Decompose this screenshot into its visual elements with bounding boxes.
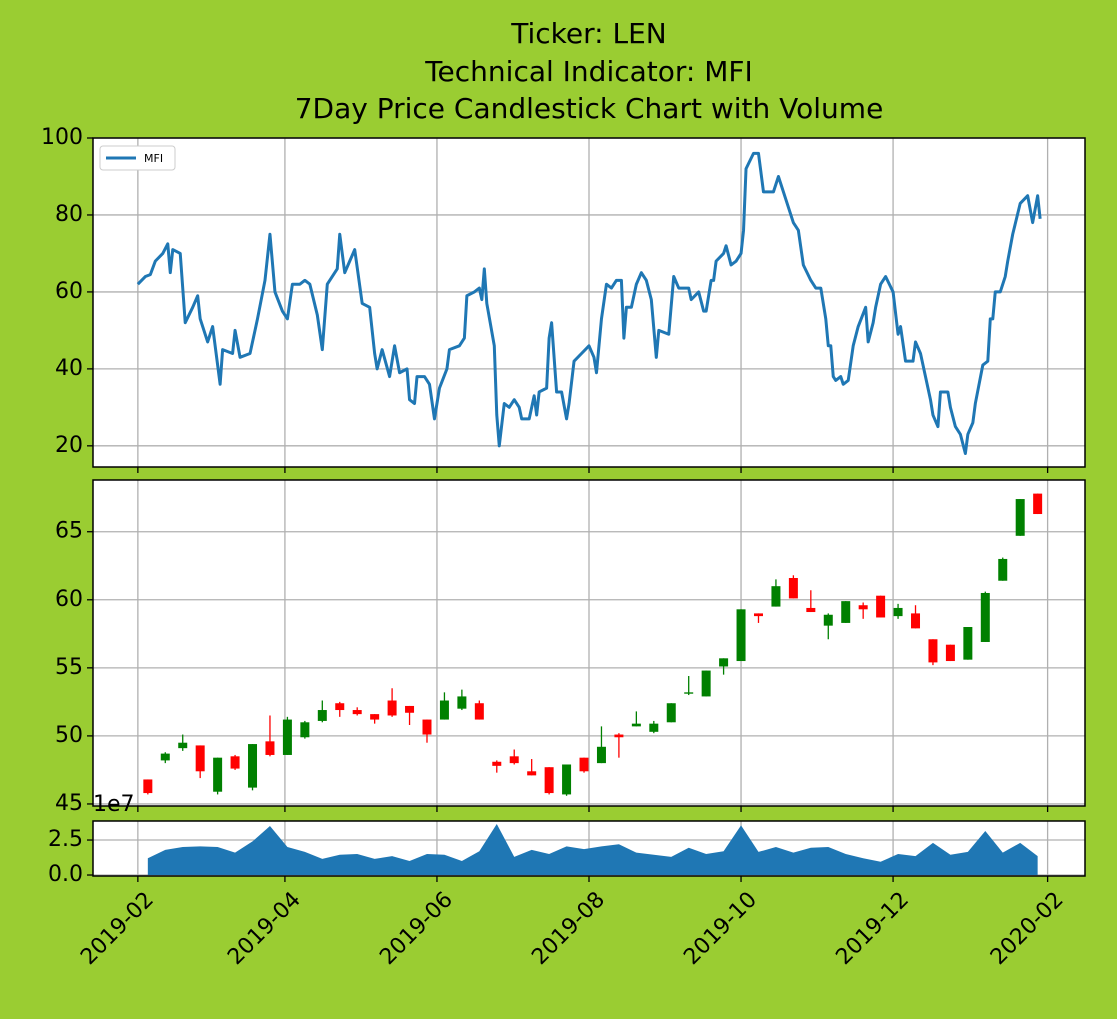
- candle-body: [1015, 499, 1025, 536]
- candle-body: [317, 710, 327, 721]
- candle-body: [492, 761, 502, 766]
- candle-body: [579, 757, 589, 772]
- candle-body: [928, 639, 938, 663]
- candle-body: [195, 745, 205, 772]
- candle-body: [666, 703, 676, 723]
- candle-body: [684, 692, 694, 694]
- legend-box: [99, 145, 176, 171]
- y-tick-label: 40: [55, 356, 83, 381]
- candle-body: [893, 607, 903, 617]
- candle-body: [265, 741, 275, 755]
- candle-body: [544, 767, 554, 794]
- candle-body: [980, 592, 990, 642]
- candle-body: [248, 744, 258, 788]
- candle-body: [998, 558, 1008, 581]
- candle-body: [230, 756, 240, 769]
- y-tick-label: 60: [55, 587, 83, 612]
- candle-body: [370, 714, 380, 720]
- candle-body: [282, 719, 292, 755]
- y-tick-label: 45: [55, 791, 83, 816]
- candle-body: [335, 703, 345, 711]
- candle-body: [213, 757, 223, 792]
- y-tick-label: 0.0: [48, 862, 83, 887]
- candle-body: [439, 700, 449, 720]
- y-tick-label: 20: [55, 433, 83, 458]
- volume-area: [147, 823, 1038, 876]
- candle-body: [178, 742, 188, 749]
- candle-body: [963, 627, 973, 660]
- candle-body: [945, 644, 955, 662]
- candle-body: [562, 764, 572, 795]
- candle-body: [509, 756, 519, 764]
- y-tick-label: 60: [55, 279, 83, 304]
- y-tick-label: 65: [55, 519, 83, 544]
- chart-title: 7Day Price Candlestick Chart with Volume: [295, 92, 884, 125]
- candle-body: [841, 601, 851, 623]
- mfi-line: [136, 151, 1042, 456]
- candle-body: [300, 722, 310, 738]
- candle-body: [422, 719, 432, 735]
- candle-body: [405, 705, 415, 713]
- candle-body: [911, 613, 921, 629]
- candle-body: [753, 613, 763, 617]
- candle-body: [858, 605, 868, 610]
- candle-body: [771, 586, 781, 607]
- candle-body: [806, 607, 816, 613]
- y-tick-label: 100: [41, 125, 83, 150]
- candle-body: [876, 595, 886, 618]
- candle-body: [143, 779, 153, 794]
- plot-frame: [92, 479, 1086, 807]
- candle-body: [631, 723, 641, 727]
- candle-body: [596, 746, 606, 764]
- plot-frame: [92, 820, 1086, 877]
- candle-body: [387, 700, 397, 716]
- candle-body: [823, 614, 833, 626]
- y-tick-label: 50: [55, 723, 83, 748]
- chart-title: Technical Indicator: MFI: [424, 55, 753, 88]
- y-tick-label: 80: [55, 202, 83, 227]
- candle-body: [649, 723, 659, 732]
- candle-body: [527, 771, 537, 776]
- candle-body: [719, 658, 729, 667]
- candle-body: [614, 734, 624, 738]
- y-tick-label: 2.5: [48, 827, 83, 852]
- axis-offset: 1e7: [93, 792, 135, 817]
- legend-label: MFI: [144, 152, 163, 165]
- candle-body: [1033, 493, 1043, 515]
- candle-body: [736, 609, 746, 662]
- candle-body: [701, 670, 711, 697]
- y-tick-label: 55: [55, 655, 83, 680]
- candle-body: [352, 710, 362, 715]
- candle-body: [160, 753, 170, 761]
- plot-frame: [92, 137, 1086, 468]
- candle-body: [474, 703, 484, 720]
- candle-body: [457, 696, 467, 709]
- chart-title: Ticker: LEN: [510, 17, 666, 50]
- candle-body: [788, 578, 798, 599]
